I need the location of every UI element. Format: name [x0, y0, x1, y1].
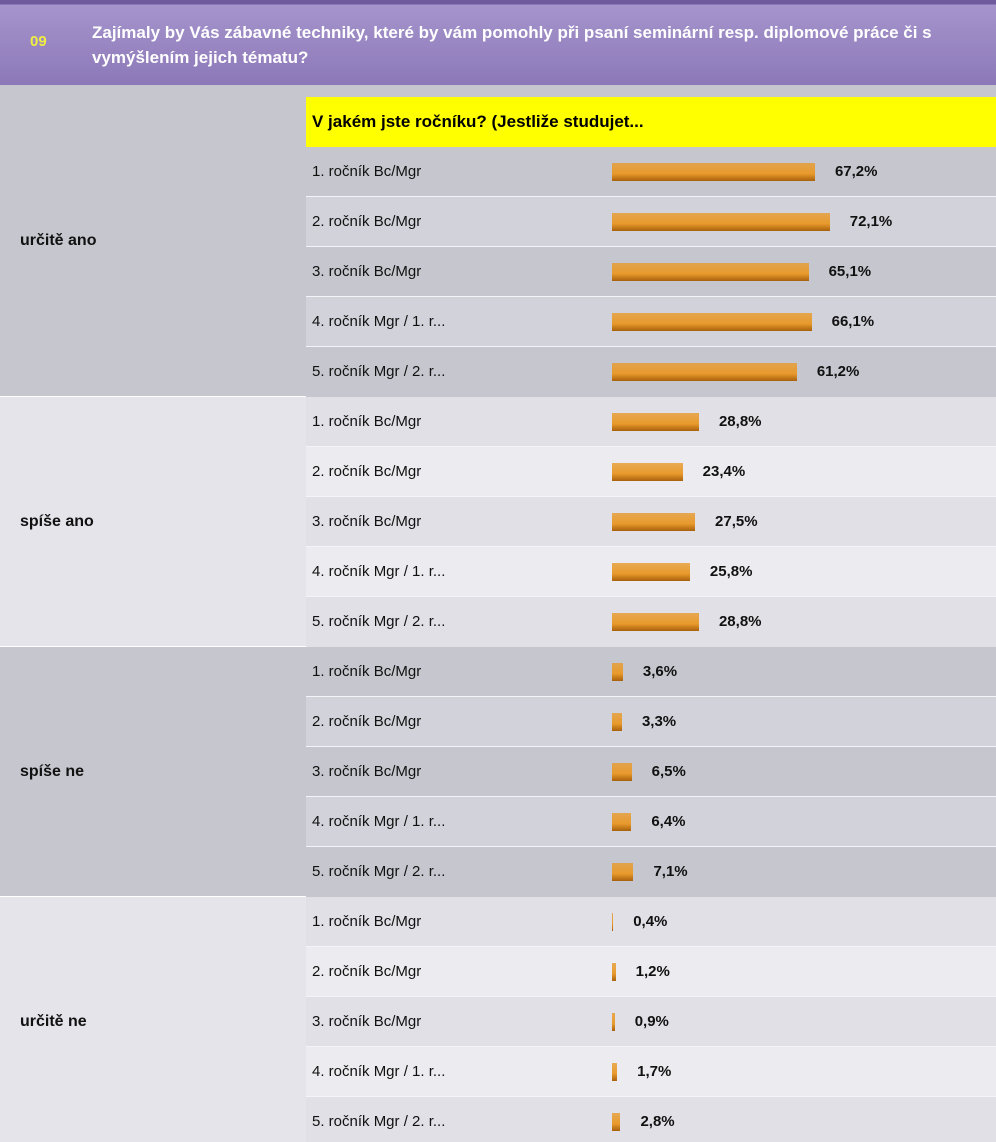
row-separator	[306, 246, 996, 247]
bar	[612, 813, 632, 831]
row-separator	[306, 846, 996, 847]
row-label: 3. ročník Bc/Mgr	[312, 263, 422, 280]
value-label: 0,4%	[633, 913, 668, 930]
row-label: 4. ročník Mgr / 1. r...	[312, 1063, 446, 1080]
bar	[612, 413, 699, 431]
bar	[612, 363, 797, 381]
row-label: 1. ročník Bc/Mgr	[312, 413, 422, 430]
row-label: 5. ročník Mgr / 2. r...	[312, 363, 446, 380]
row-separator	[306, 696, 996, 697]
row-separator	[306, 296, 996, 297]
row-separator	[306, 496, 996, 497]
row-label: 5. ročník Mgr / 2. r...	[312, 863, 446, 880]
bar	[612, 463, 683, 481]
bar	[612, 1063, 618, 1081]
value-label: 0,9%	[634, 1013, 669, 1030]
row-separator	[306, 196, 996, 197]
bar	[612, 613, 699, 631]
group-label: spíše ano	[20, 513, 94, 530]
value-label: 66,1%	[831, 313, 875, 330]
row-separator	[306, 996, 996, 997]
value-label: 3,3%	[641, 713, 677, 730]
group-label: určitě ano	[20, 232, 97, 249]
row-background	[306, 747, 996, 797]
row-label: 2. ročník Bc/Mgr	[312, 713, 422, 730]
bar	[612, 913, 614, 931]
bar	[612, 1113, 621, 1131]
bar	[612, 163, 815, 181]
bar	[612, 263, 809, 281]
value-label: 25,8%	[709, 563, 753, 580]
row-separator	[306, 946, 996, 947]
row-background	[306, 1047, 996, 1097]
value-label: 65,1%	[828, 263, 872, 280]
row-label: 3. ročník Bc/Mgr	[312, 1013, 422, 1030]
row-separator	[306, 796, 996, 797]
value-label: 6,4%	[651, 813, 686, 830]
question-number: 09	[30, 33, 47, 50]
bar	[612, 863, 634, 881]
bar	[612, 963, 616, 981]
title-bar	[0, 0, 996, 85]
bar	[612, 663, 623, 681]
bar	[612, 313, 812, 331]
value-label: 28,8%	[718, 413, 762, 430]
row-label: 4. ročník Mgr / 1. r...	[312, 563, 446, 580]
row-separator	[306, 1096, 996, 1097]
value-label: 72,1%	[849, 213, 893, 230]
value-label: 6,5%	[651, 763, 686, 780]
bar	[612, 513, 696, 531]
value-label: 67,2%	[834, 163, 878, 180]
value-label: 3,6%	[642, 663, 678, 680]
value-label: 28,8%	[718, 613, 762, 630]
header-row: V jakém jste ročníku? (Jestliže studujet…	[306, 97, 996, 147]
row-label: 5. ročník Mgr / 2. r...	[312, 1113, 446, 1130]
value-label: 23,4%	[702, 463, 746, 480]
row-separator	[306, 346, 996, 347]
bar	[612, 1013, 615, 1031]
row-separator	[306, 746, 996, 747]
row-background	[306, 947, 996, 997]
row-label: 4. ročník Mgr / 1. r...	[312, 813, 446, 830]
bar	[612, 763, 632, 781]
row-label: 1. ročník Bc/Mgr	[312, 163, 422, 180]
row-label: 3. ročník Bc/Mgr	[312, 763, 422, 780]
row-label: 5. ročník Mgr / 2. r...	[312, 613, 446, 630]
row-background	[306, 847, 996, 897]
row-background	[306, 797, 996, 847]
bar	[612, 563, 690, 581]
row-label: 1. ročník Bc/Mgr	[312, 663, 422, 680]
value-label: 7,1%	[653, 863, 688, 880]
row-separator	[306, 446, 996, 447]
value-label: 2,8%	[640, 1113, 675, 1130]
value-label: 1,2%	[635, 963, 670, 980]
row-background	[306, 697, 996, 747]
value-label: 61,2%	[816, 363, 860, 380]
value-label: 1,7%	[637, 1063, 672, 1080]
group-label: spíše ne	[20, 763, 85, 780]
row-label: 2. ročník Bc/Mgr	[312, 213, 422, 230]
row-background	[306, 997, 996, 1047]
row-label: 3. ročník Bc/Mgr	[312, 513, 422, 530]
row-background	[306, 1097, 996, 1142]
bar	[612, 213, 830, 231]
bar	[612, 713, 622, 731]
row-background	[306, 647, 996, 697]
value-label: 27,5%	[715, 513, 758, 530]
row-background	[306, 897, 996, 947]
row-separator	[306, 546, 996, 547]
row-label: 2. ročník Bc/Mgr	[312, 963, 422, 980]
group-label: určitě ne	[20, 1013, 87, 1030]
row-label: 4. ročník Mgr / 1. r...	[312, 313, 446, 330]
row-label: 1. ročník Bc/Mgr	[312, 913, 422, 930]
row-separator	[306, 596, 996, 597]
row-label: 2. ročník Bc/Mgr	[312, 463, 422, 480]
row-separator	[306, 1046, 996, 1047]
question-title: Zajímaly by Vás zábavné techniky, které …	[92, 23, 932, 67]
